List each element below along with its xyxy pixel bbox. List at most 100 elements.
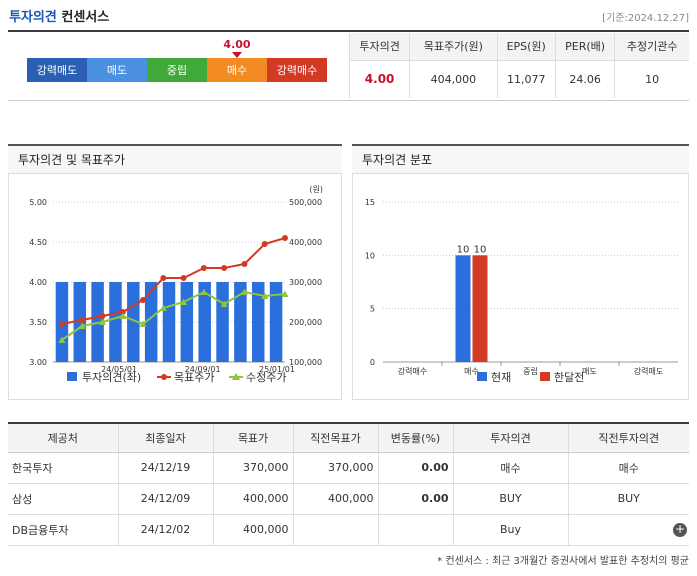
table-cell: 삼성: [8, 483, 118, 515]
adjusted-price-point: [159, 304, 167, 311]
adjusted-price-point: [220, 300, 228, 307]
table-cell: [377, 514, 453, 546]
scale-segment: 강력매수: [267, 58, 327, 82]
summary-header: EPS(원): [496, 33, 556, 61]
table-cell: Buy: [452, 514, 568, 546]
data-label: 10: [457, 244, 470, 255]
y-right-tick: 400,000: [289, 238, 322, 247]
plus-circle-icon[interactable]: +: [673, 521, 687, 537]
x-tick: 25/01/01: [259, 365, 295, 374]
scale-segment: 강력매도: [27, 58, 87, 82]
table-cell: 24/12/02: [117, 514, 213, 546]
data-label: 10: [474, 244, 487, 255]
title-part1: 투자의견: [9, 10, 57, 25]
scale-segment: 매수: [207, 58, 267, 82]
table-header: 직전목표가: [292, 424, 378, 453]
table-cell: BUY: [567, 483, 689, 515]
table-cell: 400,000: [292, 483, 378, 515]
target-price-point: [221, 265, 228, 271]
y-right-tick: 200,000: [289, 318, 322, 327]
x-tick: 강력매도: [634, 366, 663, 376]
table-cell: BUY: [452, 483, 568, 515]
x-tick: 중립: [523, 367, 538, 376]
chart-panel-distribution: 투자의견 분포 15 10 5 0 강력매수 10 10 매수 중립 매도 강력매도 현재 한달전: [352, 144, 689, 400]
target-price-point: [99, 313, 106, 319]
title-part2: 컨센서스: [61, 10, 110, 25]
target-price-point: [261, 241, 268, 247]
table-cell: 400,000: [212, 483, 293, 515]
summary-header: 투자의견: [348, 33, 410, 61]
divider: [8, 100, 689, 101]
table-header: 목표가: [212, 424, 293, 453]
opinion-bar: [216, 282, 229, 362]
table-row: DB금융투자 24/12/02 400,000 Buy +: [8, 514, 689, 546]
table-header: 직전투자의견: [567, 424, 689, 453]
distribution-bar: [455, 255, 471, 362]
panel-title: 투자의견 분포: [352, 144, 689, 174]
target-price-point: [180, 275, 187, 281]
summary-value: 4.00: [348, 60, 410, 98]
adjusted-price-point: [119, 312, 127, 319]
legend-marker: [540, 372, 550, 381]
panel-title: 투자의견 및 목표주가: [8, 144, 342, 174]
summary-value: 11,077: [496, 60, 556, 98]
opinion-bar: [180, 282, 194, 362]
target-price-point: [119, 309, 126, 315]
legend-marker: [232, 373, 240, 380]
y-tick: 0: [370, 358, 375, 367]
summary-table: 투자의견 목표주가(원) EPS(원) PER(배) 추정기관수 4.00 404,000…: [348, 33, 689, 98]
opinion-scale: 강력매도 매도 중립 매수 강력매수: [27, 58, 327, 82]
legend-label: 수정주가: [246, 371, 286, 384]
y-left-tick: 3.00: [29, 358, 47, 367]
x-tick: 24/09/01: [185, 365, 221, 374]
x-tick: 매도: [582, 367, 597, 376]
table-cell: [292, 514, 378, 546]
legend-label: 현재: [491, 371, 511, 384]
table-cell: 매수: [567, 452, 689, 484]
adjusted-price-point: [78, 322, 86, 329]
opinion-bar: [269, 282, 283, 362]
adjusted-price-point: [139, 320, 147, 327]
y-left-tick: 4.50: [29, 238, 47, 247]
legend-marker: [67, 372, 77, 381]
opinion-bar: [234, 282, 247, 362]
opinion-bar: [127, 282, 140, 362]
divider: [8, 30, 689, 32]
summary-header: 목표주가(원): [409, 33, 497, 61]
y-right-unit: (원): [309, 185, 323, 194]
table-cell: 24/12/09: [117, 483, 213, 515]
scale-current-value: 4.00: [223, 38, 251, 51]
table-row: 한국투자 24/12/19 370,000 370,000 0.00 매수 매수: [8, 452, 689, 484]
footnote: * 컨센서스 : 최근 3개월간 증권사에서 발표한 추정치의 평균: [437, 556, 689, 567]
opinion-bar: [144, 282, 158, 362]
opinion-bar: [162, 282, 176, 362]
target-price-point: [241, 261, 248, 267]
adjusted-price-point: [200, 288, 208, 295]
target-price-line: [61, 237, 286, 325]
x-tick: 매수: [464, 367, 479, 376]
legend-label: 한달전: [554, 371, 584, 384]
y-right-tick: 100,000: [289, 358, 322, 367]
reference-date: [기준:2024.12.27]: [602, 13, 689, 24]
adjusted-price-point: [261, 292, 269, 299]
y-left-tick: 3.50: [29, 318, 47, 327]
table-cell: 370,000: [292, 452, 378, 484]
target-price-point: [140, 297, 147, 303]
x-tick: 강력매수: [398, 366, 427, 376]
adjusted-price-point: [281, 290, 289, 297]
summary-value: 24.06: [554, 60, 615, 98]
target-price-point: [58, 321, 65, 327]
table-cell: 한국투자: [8, 452, 118, 484]
y-left-tick: 4.00: [29, 278, 47, 287]
y-tick: 10: [365, 251, 375, 260]
legend: 현재 한달전: [477, 371, 584, 384]
adjusted-price-point: [98, 318, 106, 325]
page-title: 투자의견 컨센서스: [9, 6, 109, 25]
table-cell: 24/12/19: [117, 452, 213, 484]
table-header: 변동률(%): [377, 424, 453, 453]
scale-segment: 중립: [147, 58, 207, 82]
table-cell: 370,000: [212, 452, 293, 484]
y-right-tick: 500,000: [289, 198, 322, 207]
divider: [8, 422, 689, 424]
